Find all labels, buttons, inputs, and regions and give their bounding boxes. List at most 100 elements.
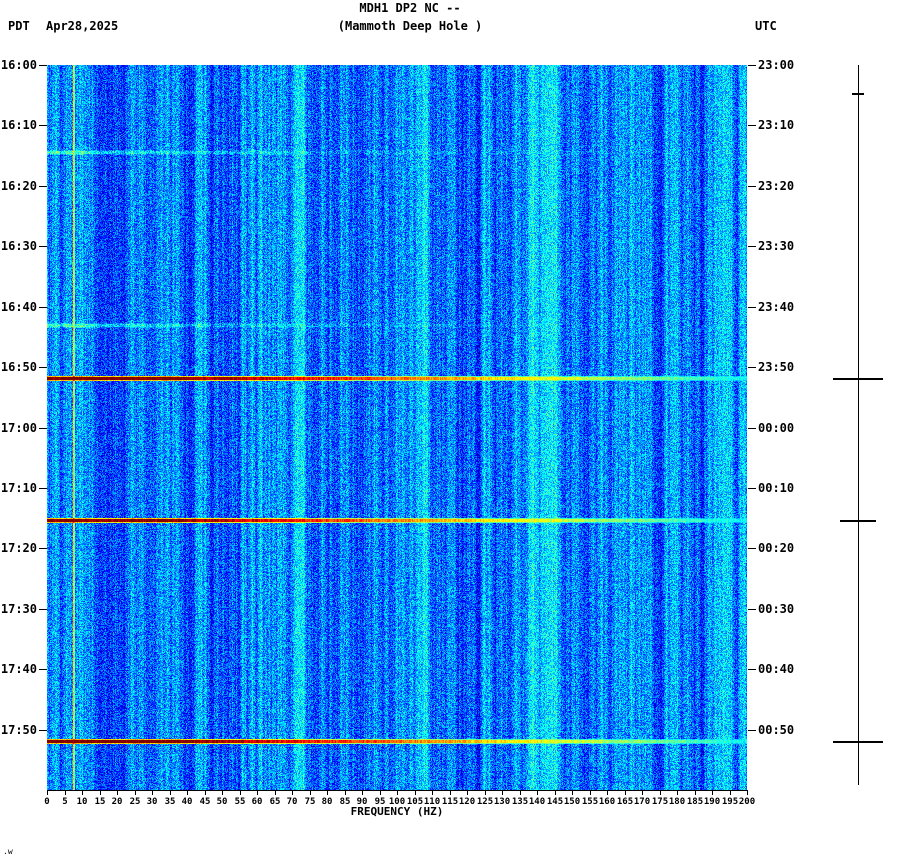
frequency-tick xyxy=(747,790,748,795)
frequency-tick xyxy=(397,790,398,795)
right-time-label: 23:50 xyxy=(758,360,795,374)
frequency-tick-label: 110 xyxy=(423,797,441,807)
left-axis-tick xyxy=(39,669,47,670)
left-time-label: 16:50 xyxy=(0,360,37,374)
frequency-tick-label: 60 xyxy=(251,797,263,807)
left-time-label: 16:30 xyxy=(0,239,37,253)
frequency-tick xyxy=(152,790,153,795)
left-time-label: 16:40 xyxy=(0,300,37,314)
right-axis-tick xyxy=(748,730,756,731)
frequency-tick xyxy=(310,790,311,795)
frequency-tick-label: 40 xyxy=(181,797,193,807)
frequency-tick xyxy=(695,790,696,795)
chart-subtitle: (Mammoth Deep Hole ) xyxy=(337,19,483,33)
left-time-label: 16:00 xyxy=(0,58,37,72)
frequency-tick-label: 90 xyxy=(356,797,368,807)
left-axis-tick xyxy=(39,428,47,429)
right-axis-tick xyxy=(748,367,756,368)
frequency-tick xyxy=(65,790,66,795)
frequency-tick xyxy=(485,790,486,795)
frequency-tick xyxy=(625,790,626,795)
frequency-tick-label: 10 xyxy=(76,797,88,807)
right-axis-tick xyxy=(748,65,756,66)
right-axis-tick xyxy=(748,609,756,610)
frequency-tick xyxy=(380,790,381,795)
left-axis-tick xyxy=(39,488,47,489)
frequency-tick xyxy=(432,790,433,795)
amplitude-scale-tick xyxy=(852,93,864,95)
frequency-tick xyxy=(362,790,363,795)
frequency-tick-label: 95 xyxy=(374,797,386,807)
right-axis-tick xyxy=(748,125,756,126)
frequency-tick-label: 15 xyxy=(94,797,106,807)
left-time-label: 17:00 xyxy=(0,421,37,435)
frequency-tick-label: 80 xyxy=(321,797,333,807)
frequency-tick xyxy=(677,790,678,795)
frequency-tick xyxy=(467,790,468,795)
right-time-label: 23:20 xyxy=(758,179,795,193)
frequency-tick-label: 125 xyxy=(476,797,494,807)
left-axis-tick xyxy=(39,548,47,549)
left-time-label: 16:20 xyxy=(0,179,37,193)
amplitude-scale-tick xyxy=(833,378,883,380)
right-time-label: 00:40 xyxy=(758,662,795,676)
frequency-tick xyxy=(257,790,258,795)
frequency-tick xyxy=(327,790,328,795)
frequency-tick xyxy=(642,790,643,795)
frequency-tick-label: 145 xyxy=(546,797,564,807)
tz-right-label: UTC xyxy=(755,19,777,33)
left-axis-tick xyxy=(39,186,47,187)
frequency-tick xyxy=(47,790,48,795)
frequency-tick xyxy=(555,790,556,795)
frequency-tick-label: 170 xyxy=(633,797,651,807)
frequency-tick xyxy=(415,790,416,795)
frequency-tick-label: 175 xyxy=(651,797,669,807)
frequency-tick-label: 200 xyxy=(738,797,756,807)
right-time-label: 23:30 xyxy=(758,239,795,253)
frequency-tick xyxy=(100,790,101,795)
frequency-tick-label: 105 xyxy=(406,797,424,807)
tz-left-label: PDT xyxy=(8,19,30,33)
frequency-tick-label: 140 xyxy=(528,797,546,807)
frequency-tick-label: 150 xyxy=(563,797,581,807)
right-time-label: 00:50 xyxy=(758,723,795,737)
right-axis-tick xyxy=(748,488,756,489)
frequency-tick xyxy=(275,790,276,795)
right-axis-tick xyxy=(748,307,756,308)
right-time-label: 00:30 xyxy=(758,602,795,616)
left-axis-tick xyxy=(39,367,47,368)
chart-title: MDH1 DP2 NC -- xyxy=(359,1,461,15)
frequency-tick xyxy=(660,790,661,795)
frequency-tick xyxy=(520,790,521,795)
left-time-label: 17:30 xyxy=(0,602,37,616)
left-axis-tick xyxy=(39,65,47,66)
frequency-tick-label: 115 xyxy=(441,797,459,807)
right-time-label: 00:00 xyxy=(758,421,795,435)
spectrogram-canvas xyxy=(47,65,747,790)
frequency-tick xyxy=(712,790,713,795)
frequency-tick xyxy=(572,790,573,795)
frequency-tick xyxy=(117,790,118,795)
right-time-label: 00:10 xyxy=(758,481,795,495)
frequency-tick xyxy=(240,790,241,795)
frequency-tick-label: 65 xyxy=(269,797,281,807)
frequency-tick xyxy=(187,790,188,795)
frequency-tick-label: 0 xyxy=(44,797,50,807)
frequency-tick-label: 165 xyxy=(616,797,634,807)
left-time-label: 17:20 xyxy=(0,541,37,555)
frequency-tick-label: 20 xyxy=(111,797,123,807)
right-time-label: 23:10 xyxy=(758,118,795,132)
frequency-tick xyxy=(502,790,503,795)
left-time-label: 17:50 xyxy=(0,723,37,737)
frequency-tick-label: 75 xyxy=(304,797,316,807)
frequency-tick xyxy=(292,790,293,795)
frequency-tick-label: 130 xyxy=(493,797,511,807)
watermark-text: .w xyxy=(3,847,13,856)
right-axis-tick xyxy=(748,246,756,247)
frequency-tick xyxy=(607,790,608,795)
x-axis-title: FREQUENCY (HZ) xyxy=(350,805,444,818)
amplitude-scale-line xyxy=(858,65,859,785)
frequency-tick-label: 55 xyxy=(234,797,246,807)
right-axis-tick xyxy=(748,548,756,549)
